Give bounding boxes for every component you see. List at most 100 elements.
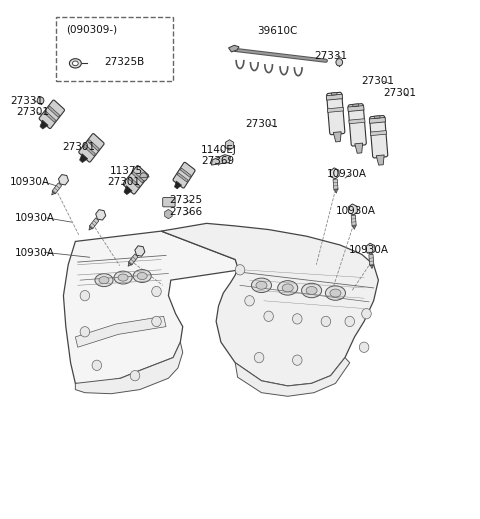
Text: 27325: 27325 [169,195,203,205]
Polygon shape [124,186,132,195]
Polygon shape [353,226,356,229]
Circle shape [37,97,44,104]
Bar [52,183,61,194]
FancyBboxPatch shape [173,162,195,188]
Bar [128,176,140,188]
Text: 27301: 27301 [245,119,278,129]
Bar [331,92,337,95]
Bar [177,173,188,182]
Text: 27301: 27301 [383,88,416,98]
Ellipse shape [118,274,128,281]
Text: 27301: 27301 [62,142,96,152]
Circle shape [360,342,369,352]
Polygon shape [161,223,378,386]
Ellipse shape [137,272,147,280]
Polygon shape [80,154,88,162]
Bar [44,111,56,122]
Ellipse shape [72,61,78,66]
Polygon shape [40,120,48,129]
FancyBboxPatch shape [79,133,104,162]
Ellipse shape [306,286,317,294]
Polygon shape [175,181,181,189]
Bar [326,94,343,100]
Text: 10930A: 10930A [15,248,55,258]
Bar [327,107,344,113]
Ellipse shape [330,289,341,297]
Bar [371,131,386,135]
Text: 10930A: 10930A [327,169,367,180]
Text: 11375: 11375 [110,166,144,176]
Bar [353,104,359,106]
Text: 27366: 27366 [169,207,203,217]
Bar [180,168,191,177]
Bar [132,171,144,183]
Circle shape [264,311,274,321]
Text: (090309-): (090309-) [66,25,117,35]
Circle shape [336,59,343,66]
Circle shape [254,352,264,363]
Bar [351,215,356,226]
Circle shape [80,291,90,301]
Bar [333,179,338,190]
Circle shape [80,326,90,337]
Circle shape [140,173,147,181]
FancyBboxPatch shape [348,104,366,146]
Bar [84,145,96,156]
Ellipse shape [99,277,109,284]
Ellipse shape [325,286,346,301]
Polygon shape [335,190,337,193]
Bar [87,140,99,151]
Text: 27325B: 27325B [104,57,144,67]
Text: 10930A: 10930A [349,245,389,255]
Text: 10930A: 10930A [336,207,375,216]
Text: 27301: 27301 [17,107,49,117]
Bar [128,254,138,265]
Bar [369,117,385,124]
Ellipse shape [95,274,113,286]
Ellipse shape [133,269,151,282]
FancyBboxPatch shape [123,166,148,194]
Text: 1140EJ: 1140EJ [201,145,237,155]
FancyBboxPatch shape [370,116,388,158]
Text: 27301: 27301 [362,76,395,86]
Text: 27301: 27301 [108,177,140,187]
Bar [48,106,60,117]
Polygon shape [235,358,350,397]
Circle shape [235,265,245,275]
Bar [348,105,364,112]
Text: 27369: 27369 [201,156,234,167]
Circle shape [92,360,102,371]
Ellipse shape [282,284,293,292]
Bar [89,218,99,229]
Circle shape [362,308,371,319]
FancyBboxPatch shape [39,100,64,129]
Circle shape [292,313,302,324]
Text: 10930A: 10930A [15,213,55,223]
Circle shape [245,296,254,306]
Polygon shape [333,132,341,142]
Polygon shape [370,265,373,268]
Polygon shape [75,342,183,394]
Circle shape [130,371,140,381]
Ellipse shape [114,271,132,284]
Bar [369,254,374,266]
Polygon shape [211,155,230,165]
Text: 27331: 27331 [10,95,43,105]
Ellipse shape [252,278,272,293]
Ellipse shape [70,59,81,68]
Polygon shape [52,192,55,195]
Polygon shape [75,316,166,347]
Text: 10930A: 10930A [10,177,50,187]
Ellipse shape [301,283,322,298]
Circle shape [292,355,302,365]
Circle shape [152,316,161,326]
Ellipse shape [256,281,267,289]
Bar [374,116,380,118]
Polygon shape [128,263,131,266]
Text: 39610C: 39610C [257,26,297,36]
Polygon shape [376,155,384,165]
Polygon shape [63,231,240,385]
FancyBboxPatch shape [327,92,345,135]
Text: 27331: 27331 [314,50,347,61]
Circle shape [345,316,355,326]
